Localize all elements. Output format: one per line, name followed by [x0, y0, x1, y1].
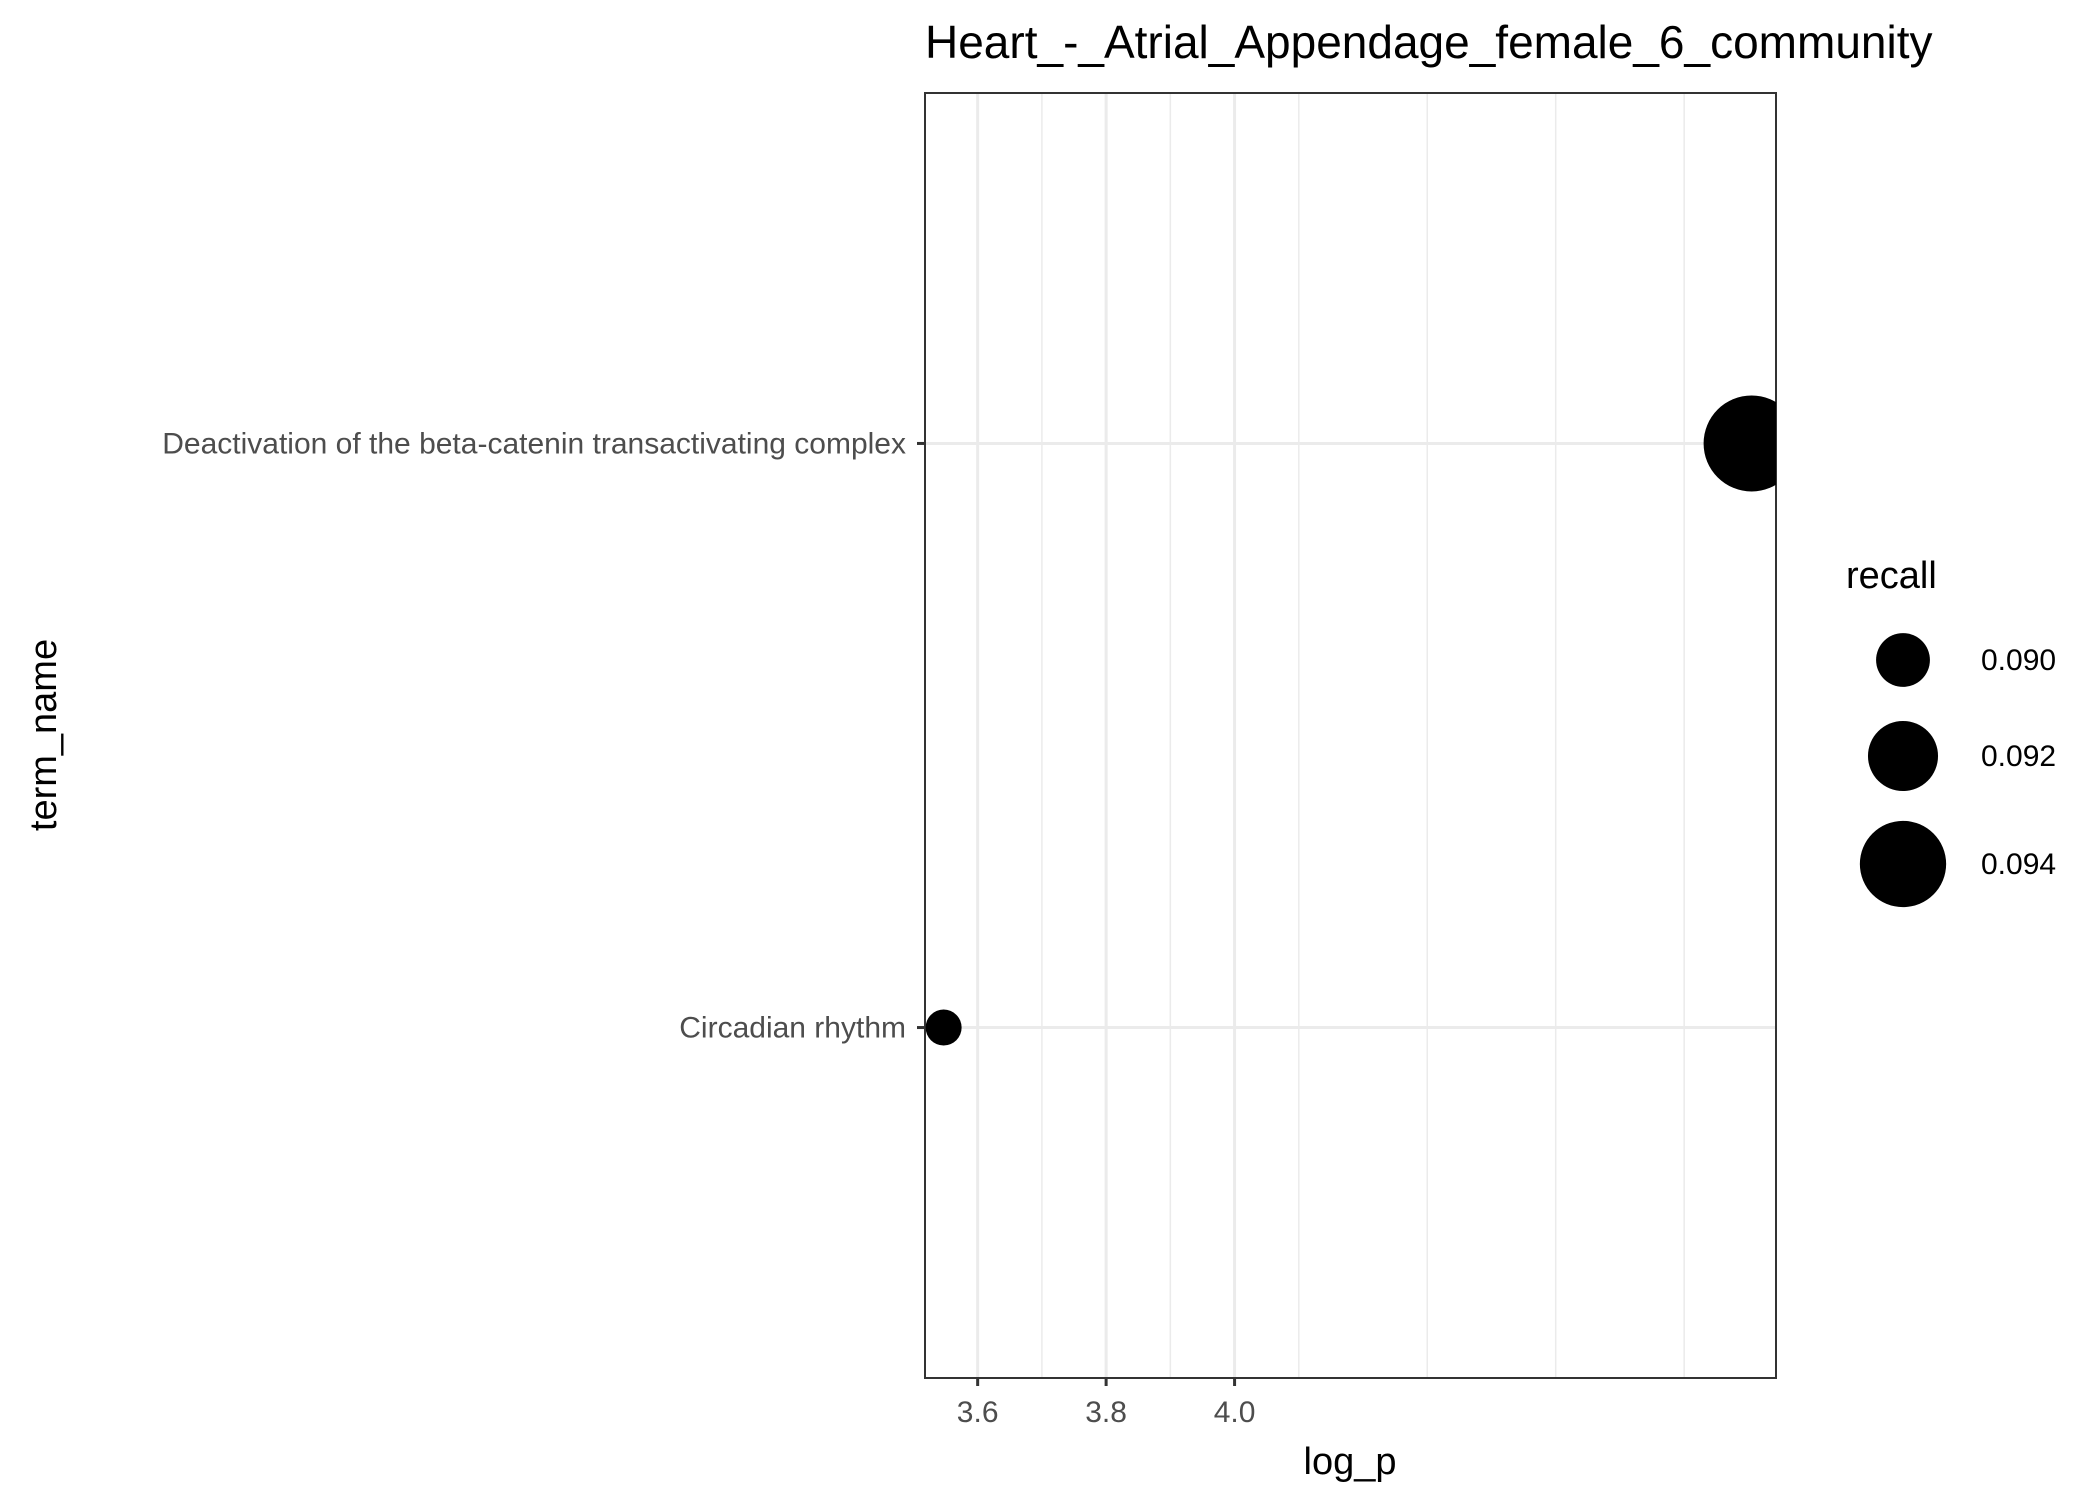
legend: recall 0.090 0.092 0.094 — [1846, 555, 2056, 908]
data-point — [925, 1009, 962, 1046]
y-axis: Deactivation of the beta-catenin transac… — [162, 427, 925, 1045]
data-point — [1703, 395, 1776, 492]
y-tick-label: Circadian rhythm — [679, 1012, 906, 1045]
x-tick-label: 3.6 — [957, 1396, 999, 1429]
legend-key — [1876, 633, 1930, 687]
legend-label: 0.090 — [1981, 644, 2056, 677]
legend-title: recall — [1846, 555, 1937, 597]
data-points — [925, 395, 1776, 1046]
x-tick-label: 3.8 — [1085, 1396, 1127, 1429]
chart-title: Heart_-_Atrial_Appendage_female_6_commun… — [925, 16, 1933, 68]
plot-panel — [924, 92, 1777, 1379]
legend-key — [1867, 720, 1939, 792]
x-axis: 3.6 3.8 4.0 — [957, 1378, 1256, 1429]
legend-label: 0.094 — [1981, 848, 2056, 881]
panel-background — [925, 93, 1776, 1378]
y-tick-label: Deactivation of the beta-catenin transac… — [162, 427, 906, 460]
x-axis-title: log_p — [1304, 1441, 1397, 1483]
grid-lines — [925, 93, 1776, 1378]
legend-key — [1859, 820, 1947, 908]
legend-label: 0.092 — [1981, 740, 2056, 773]
x-tick-label: 4.0 — [1214, 1396, 1256, 1429]
y-axis-title: term_name — [23, 639, 65, 831]
